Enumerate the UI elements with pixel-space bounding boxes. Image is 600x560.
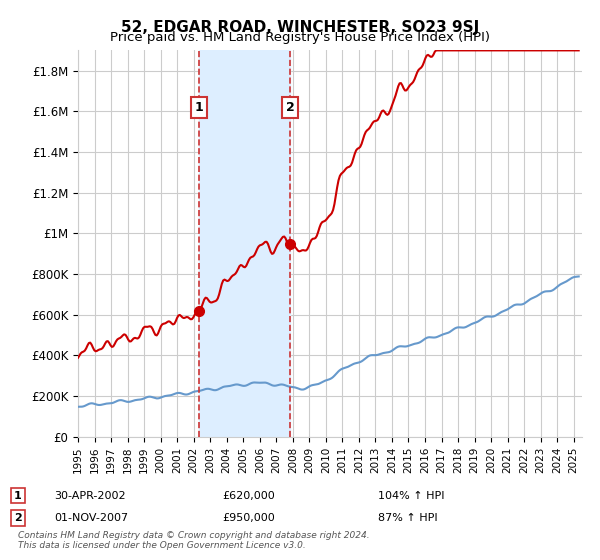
Text: Price paid vs. HM Land Registry's House Price Index (HPI): Price paid vs. HM Land Registry's House …: [110, 31, 490, 44]
Text: £950,000: £950,000: [222, 513, 275, 523]
Text: 52, EDGAR ROAD, WINCHESTER, SO23 9SJ: 52, EDGAR ROAD, WINCHESTER, SO23 9SJ: [121, 20, 479, 35]
Text: 1: 1: [195, 101, 203, 114]
Text: 87% ↑ HPI: 87% ↑ HPI: [378, 513, 437, 523]
Text: 2: 2: [286, 101, 295, 114]
Text: 30-APR-2002: 30-APR-2002: [54, 491, 125, 501]
Text: 1: 1: [14, 491, 22, 501]
Text: 01-NOV-2007: 01-NOV-2007: [54, 513, 128, 523]
Bar: [199, 50, 290, 437]
Text: £620,000: £620,000: [222, 491, 275, 501]
Text: Contains HM Land Registry data © Crown copyright and database right 2024.
This d: Contains HM Land Registry data © Crown c…: [18, 530, 370, 550]
Text: 2: 2: [14, 513, 22, 523]
Text: 104% ↑ HPI: 104% ↑ HPI: [378, 491, 445, 501]
